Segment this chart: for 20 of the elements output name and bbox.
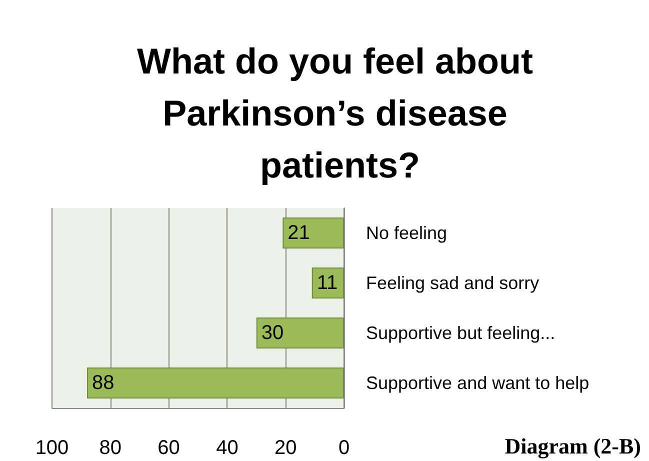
x-tick-label: 80 [99,437,122,459]
x-tick-label: 20 [274,437,297,459]
x-tick-label: 100 [35,437,69,459]
bar [312,268,344,298]
data-label: 30 [261,322,284,344]
y-tick-label: Supportive and want to help [366,373,590,393]
y-tick-label: No feeling [366,223,448,243]
bar [87,368,344,398]
bar [282,218,344,248]
x-tick-label: 0 [338,437,350,459]
x-tick-label: 60 [158,437,180,459]
x-tick-label: 40 [216,437,238,459]
data-label: 21 [288,222,310,244]
text: Diagram (2-B) [504,434,642,458]
bar [256,318,344,348]
y-tick-label: Supportive but feeling... [366,323,556,343]
y-tick-label: Feeling sad and sorry [366,273,540,293]
data-label: 11 [316,272,338,294]
chart-title: What do you feel about Parkinson’s disease patients? [137,40,543,186]
data-label: 88 [92,372,114,394]
